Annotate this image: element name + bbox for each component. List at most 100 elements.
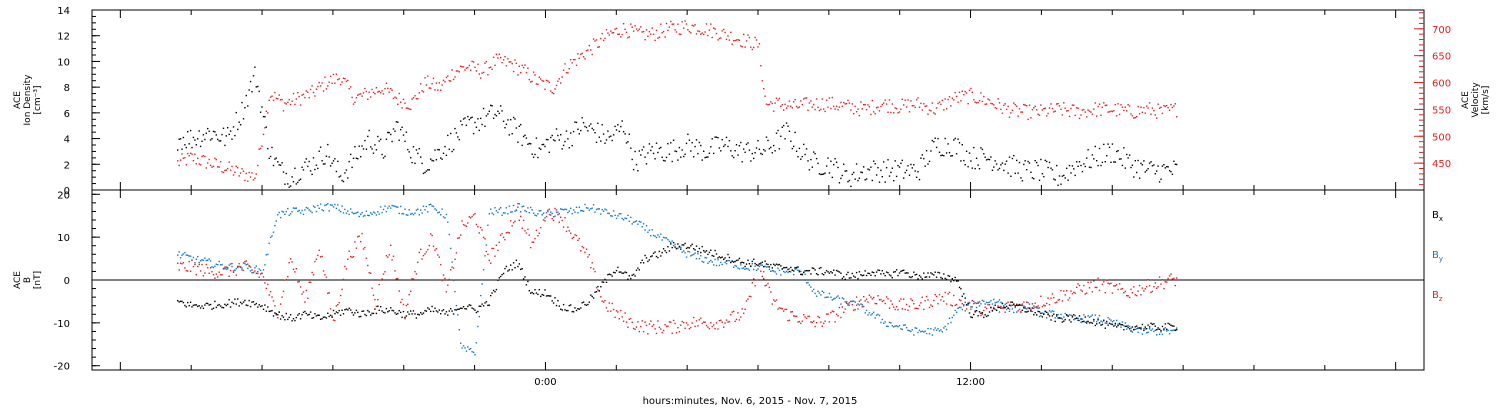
velocity-series-point (927, 113, 929, 115)
bx-series-point (401, 316, 403, 318)
bz-series-point (820, 321, 822, 323)
density-series-point (225, 135, 227, 137)
bx-series-point (634, 275, 636, 277)
velocity-series-point (208, 158, 210, 161)
by-series-point (362, 215, 365, 217)
velocity-series-point (944, 98, 946, 100)
bx-series-point (510, 264, 512, 266)
density-series-point (400, 128, 402, 131)
velocity-series-point (329, 75, 332, 78)
by-series-point (715, 264, 718, 267)
velocity-series-point (1138, 113, 1141, 115)
bz-series-point (1083, 284, 1085, 287)
by-series-point (587, 207, 589, 209)
velocity-series-point (244, 179, 246, 182)
bz-series-point (331, 315, 333, 317)
bz-series-point (452, 267, 455, 269)
by-series-point (217, 264, 219, 266)
bz-series-point (495, 244, 498, 246)
by-series-point (595, 208, 598, 211)
density-series-point (1123, 147, 1125, 149)
bx-series-point (733, 261, 735, 263)
by-series-point (1111, 321, 1114, 323)
bz-series-point (337, 304, 339, 306)
bx-series-point (1127, 326, 1129, 329)
bz-series-point (472, 214, 475, 216)
bx-series-point (948, 275, 951, 277)
bx-series-point (797, 266, 799, 268)
bx-series-point (761, 261, 763, 263)
bx-series-point (815, 273, 818, 275)
density-axis-title: ACEIon Density[cm⁻³] (13, 74, 43, 126)
bz-series-point (887, 298, 889, 300)
bz-series-point (201, 263, 203, 266)
velocity-series-point (185, 164, 187, 166)
velocity-series-point (424, 77, 426, 79)
density-series-point (430, 158, 432, 160)
density-series-point (1171, 173, 1174, 175)
by-series-point (338, 209, 340, 211)
bz-series-point (980, 314, 982, 317)
bz-series-point (454, 258, 456, 260)
bz-series-point (347, 258, 349, 260)
bz-series-point (612, 308, 615, 311)
by-series-point (257, 272, 259, 275)
density-series-point (1106, 155, 1108, 157)
velocity-series-point (607, 32, 609, 34)
bz-series-point (484, 238, 486, 240)
bx-series-point (1054, 320, 1056, 323)
density-series-point (662, 159, 665, 162)
velocity-series-point (1048, 107, 1051, 109)
by-series-point (1154, 329, 1156, 331)
by-series-point (518, 203, 520, 205)
bx-series-point (698, 247, 701, 250)
velocity-series-point (264, 127, 266, 129)
bz-series-point (395, 278, 398, 280)
bx-series-point (837, 270, 839, 272)
density-series-point (1061, 175, 1064, 177)
bz-series-point (943, 300, 945, 302)
bz-series-point (595, 287, 598, 289)
bx-series-point (512, 262, 515, 264)
velocity-series-point (1017, 115, 1019, 117)
by-series-point (458, 329, 460, 331)
density-series-point (1128, 154, 1131, 156)
density-series-point (1051, 169, 1054, 171)
bx-series-point (411, 313, 413, 315)
by-series-point (319, 203, 322, 205)
velocity-series-point (1166, 104, 1168, 107)
velocity-series-point (507, 58, 509, 60)
by-series-point (973, 300, 975, 303)
velocity-series-point (711, 36, 713, 39)
density-series-point (608, 136, 610, 138)
velocity-series-point (382, 93, 385, 95)
density-series-point (1151, 165, 1154, 167)
bx-series-point (484, 302, 486, 304)
velocity-series-point (234, 171, 236, 173)
velocity-series-point (571, 62, 573, 64)
bx-series-point (848, 277, 851, 279)
by-series-point (558, 213, 560, 215)
velocity-tick-label: 600 (1432, 79, 1451, 90)
bx-series-point (750, 265, 752, 268)
by-series-point (267, 253, 269, 256)
velocity-series-point (348, 88, 350, 90)
density-series-point (232, 126, 235, 128)
velocity-series-point (211, 166, 213, 168)
bz-series-point (705, 324, 708, 327)
density-series-point (705, 156, 708, 158)
density-series-point (984, 156, 986, 158)
bz-series-point (984, 306, 986, 308)
bx-series-point (430, 310, 432, 313)
bz-series-point (1064, 294, 1066, 296)
density-series-point (1057, 184, 1059, 186)
velocity-series-point (760, 65, 762, 67)
velocity-series-point (600, 37, 602, 40)
bz-series-point (774, 300, 776, 302)
velocity-series-point (578, 57, 580, 59)
bz-series-point (944, 291, 946, 294)
bx-series-point (681, 244, 683, 246)
by-series-point (868, 312, 871, 314)
density-series-point (421, 162, 423, 165)
by-series-point (467, 346, 469, 348)
